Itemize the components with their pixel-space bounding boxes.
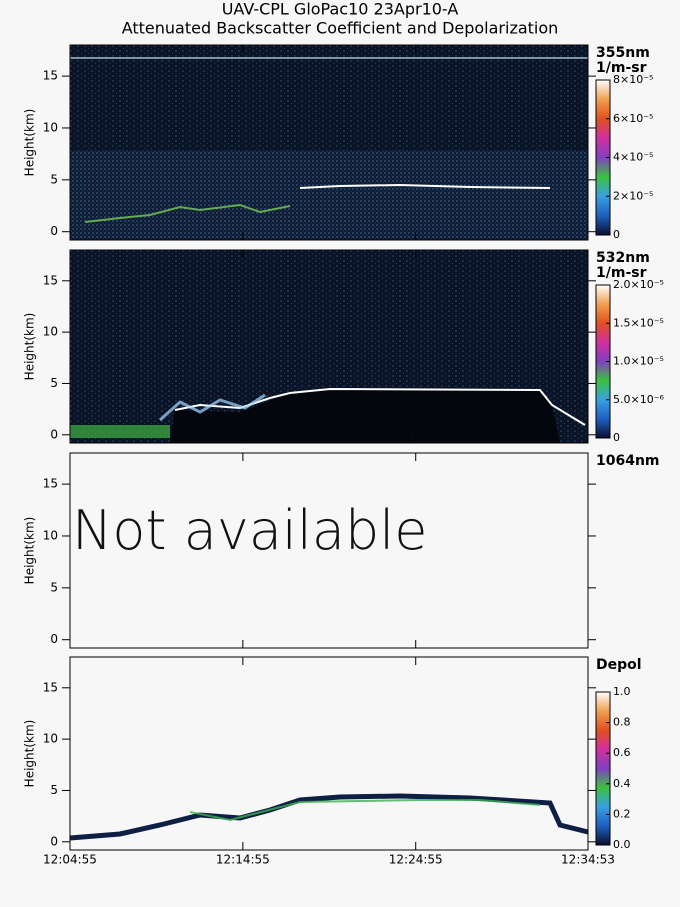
colorbar-tick-label: 1.5×10⁻⁵ — [613, 316, 664, 329]
curtain-355 — [70, 45, 588, 240]
annotation: Not available — [72, 499, 428, 562]
colorbar-tick-label: 0 — [613, 431, 620, 444]
colorbar-tick-label: 0.2 — [613, 807, 631, 820]
y-axis-label: Height(km) — [23, 720, 37, 788]
y-tick-label: 5 — [50, 783, 58, 797]
y-tick-label: 5 — [50, 376, 58, 390]
y-tick-label: 5 — [50, 172, 58, 186]
colorbar-tick-label: 0.6 — [613, 746, 631, 759]
colorbar-tick-label: 8×10⁻⁵ — [613, 73, 653, 86]
colorbar-tick-label: 0 — [613, 228, 620, 241]
plot-frame — [69, 656, 589, 851]
x-tick-label: 12:14:55 — [216, 853, 270, 867]
x-tick-label: 12:24:55 — [389, 853, 443, 867]
y-tick-label: 15 — [43, 477, 58, 491]
panel-label: 355nm — [596, 45, 650, 61]
y-tick-label: 15 — [43, 680, 58, 694]
y-tick-label: 15 — [43, 273, 58, 287]
colorbar-tick-label: 5.0×10⁻⁶ — [613, 393, 665, 406]
curtain-1064 — [70, 453, 588, 648]
y-tick-label: 0 — [50, 224, 58, 238]
y-tick-label: 10 — [43, 528, 58, 542]
curtain-depol — [69, 657, 589, 850]
colorbar-tick-label: 0.8 — [613, 716, 631, 729]
panel-label: 532nm — [596, 250, 650, 266]
y-tick-label: 10 — [43, 120, 58, 134]
x-tick-label: 12:34:53 — [561, 853, 615, 867]
y-axis-label: Height(km) — [23, 109, 37, 177]
y-tick-label: 10 — [43, 325, 58, 339]
plot-frame — [69, 44, 589, 241]
panel-label: 1064nm — [596, 453, 660, 469]
colorbar-tick-label: 6×10⁻⁵ — [613, 112, 653, 125]
y-tick-label: 0 — [50, 427, 58, 441]
colorbar-tick-label: 2.0×10⁻⁵ — [613, 278, 664, 291]
y-axis-label: Height(km) — [23, 313, 37, 381]
colorbar-tick-label: 1.0 — [613, 685, 631, 698]
y-tick-label: 10 — [43, 732, 58, 746]
colorbar-tick-label: 1.0×10⁻⁵ — [613, 355, 664, 368]
y-tick-label: 0 — [50, 632, 58, 646]
curtain-532 — [70, 250, 588, 443]
y-tick-label: 15 — [43, 69, 58, 83]
plot-frame — [69, 452, 589, 649]
y-axis-label: Height(km) — [23, 517, 37, 585]
colorbar-tick-label: 0.0 — [613, 838, 631, 851]
y-tick-label: 5 — [50, 580, 58, 594]
y-tick-label: 0 — [50, 834, 58, 848]
panel-label: 1/m-sr — [596, 265, 647, 281]
colorbar-tick-label: 0.4 — [613, 777, 631, 790]
x-tick-label: 12:04:55 — [43, 853, 97, 867]
chart-title: UAV-CPL GloPac10 23Apr10-A — [222, 0, 459, 19]
panel-label: Depol — [596, 657, 642, 673]
colorbar-tick-label: 4×10⁻⁵ — [613, 151, 653, 164]
colorbar-tick-label: 2×10⁻⁵ — [613, 189, 653, 202]
chart-subtitle: Attenuated Backscatter Coefficient and D… — [122, 19, 559, 38]
plot-frame — [69, 249, 589, 444]
panel-label: 1/m-sr — [596, 60, 647, 76]
colorbar — [595, 691, 611, 846]
